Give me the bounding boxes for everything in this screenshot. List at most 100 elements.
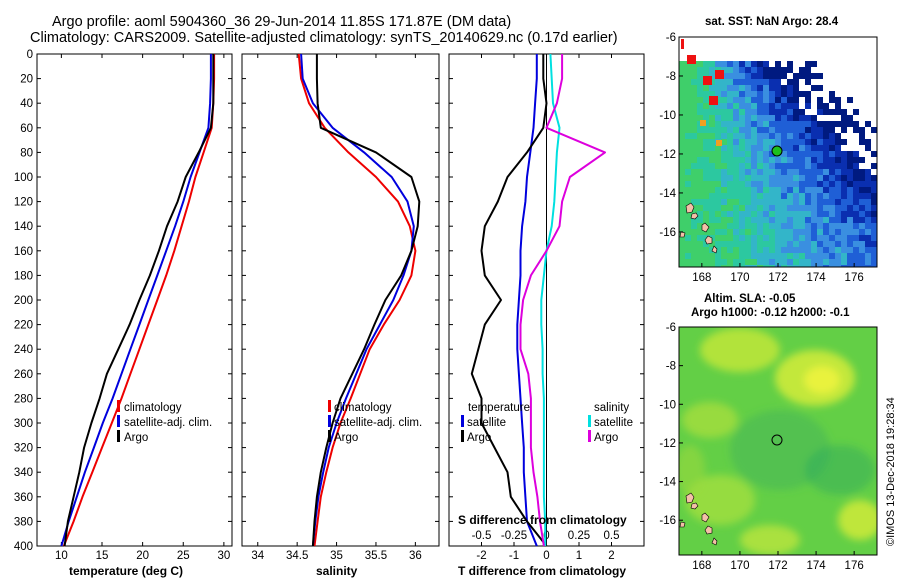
sst-cell xyxy=(799,127,805,133)
sst-cell xyxy=(751,109,757,115)
sst-cell xyxy=(853,175,859,181)
sst-cell xyxy=(715,91,721,97)
sst-cell xyxy=(871,241,877,247)
sst-cell xyxy=(763,73,769,79)
sst-cell xyxy=(841,247,847,253)
x-tick-label: 34.5 xyxy=(286,550,308,562)
map-x-tick-label: 176 xyxy=(845,272,864,284)
sst-cell xyxy=(679,115,685,121)
sst-cell xyxy=(697,163,703,169)
sst-cell xyxy=(817,97,823,103)
sst-cell xyxy=(775,133,781,139)
legend-heading-temperature: temperature xyxy=(468,402,530,414)
sst-cell xyxy=(733,91,739,97)
sst-cell xyxy=(817,193,823,199)
sst-cell xyxy=(703,139,709,145)
sst-cell xyxy=(769,109,775,115)
sst-cell xyxy=(757,223,763,229)
sst-cell xyxy=(775,61,781,67)
sst-cell xyxy=(775,163,781,169)
sst-cell xyxy=(703,217,709,223)
sst-cell xyxy=(805,253,811,259)
sst-cell xyxy=(721,229,727,235)
sst-cell xyxy=(763,187,769,193)
sst-cell xyxy=(793,73,799,79)
sst-cell xyxy=(775,97,781,103)
sst-cell xyxy=(835,187,841,193)
sst-cell xyxy=(679,199,685,205)
sst-cell xyxy=(763,133,769,139)
sst-cell xyxy=(829,169,835,175)
sst-cell xyxy=(685,217,691,223)
sst-cell xyxy=(769,157,775,163)
sst-cell xyxy=(703,91,709,97)
sst-cell xyxy=(787,205,793,211)
sst-cell xyxy=(727,193,733,199)
sst-cell xyxy=(769,187,775,193)
sst-cell xyxy=(835,121,841,127)
salinity-x-axis: 34 34.5 35 35.5 36 xyxy=(251,54,422,562)
sst-cell xyxy=(721,205,727,211)
sst-cell xyxy=(865,121,871,127)
sst-cell xyxy=(715,253,721,259)
sst-cell xyxy=(859,169,865,175)
sst-cell xyxy=(823,187,829,193)
sst-cell xyxy=(793,235,799,241)
sst-cell xyxy=(703,85,709,91)
sst-cell xyxy=(697,205,703,211)
sst-cell xyxy=(757,157,763,163)
depth-tick-label: 300 xyxy=(14,418,33,430)
sst-cell xyxy=(871,187,877,193)
sst-cell xyxy=(871,211,877,217)
sst-cell xyxy=(757,109,763,115)
sst-cell xyxy=(697,235,703,241)
sst-cell xyxy=(721,163,727,169)
sst-cell xyxy=(739,229,745,235)
sst-cell xyxy=(685,151,691,157)
sst-cell xyxy=(871,235,877,241)
sst-cell xyxy=(727,223,733,229)
series-line-salinity-argo xyxy=(519,54,606,547)
sst-cell xyxy=(781,211,787,217)
sst-cell xyxy=(715,229,721,235)
sst-cell xyxy=(733,115,739,121)
sst-cell xyxy=(727,73,733,79)
sst-cell xyxy=(799,259,805,265)
sst-cell xyxy=(805,175,811,181)
sst-cell xyxy=(733,103,739,109)
sst-cell xyxy=(727,97,733,103)
sst-cell xyxy=(703,109,709,115)
sst-cell xyxy=(733,265,739,267)
sst-cell xyxy=(775,235,781,241)
sst-cell xyxy=(811,163,817,169)
sst-cell xyxy=(787,187,793,193)
sst-cell xyxy=(829,127,835,133)
sst-cell xyxy=(805,241,811,247)
sst-cell xyxy=(841,163,847,169)
sst-cell xyxy=(697,79,703,85)
sst-cell xyxy=(817,223,823,229)
sst-cell xyxy=(757,103,763,109)
sst-cell xyxy=(715,205,721,211)
sst-cell xyxy=(691,73,697,79)
sst-cell xyxy=(691,85,697,91)
sst-cell xyxy=(787,235,793,241)
sst-cell xyxy=(811,169,817,175)
sst-heatmap-cells xyxy=(679,39,877,267)
sst-cell xyxy=(781,259,787,265)
series-line-climatology xyxy=(62,54,216,547)
sst-cell xyxy=(709,151,715,157)
sst-cell xyxy=(709,181,715,187)
sst-cell xyxy=(715,133,721,139)
sst-cell xyxy=(703,205,709,211)
sst-cell xyxy=(745,151,751,157)
sst-cell xyxy=(739,211,745,217)
sst-cell xyxy=(865,265,871,267)
sst-cell xyxy=(793,169,799,175)
sst-cell xyxy=(727,247,733,253)
sst-cell xyxy=(697,247,703,253)
sst-cell xyxy=(793,157,799,163)
legend-label-climatology: climatology xyxy=(334,402,392,414)
sst-cell xyxy=(823,229,829,235)
sst-cell xyxy=(697,151,703,157)
